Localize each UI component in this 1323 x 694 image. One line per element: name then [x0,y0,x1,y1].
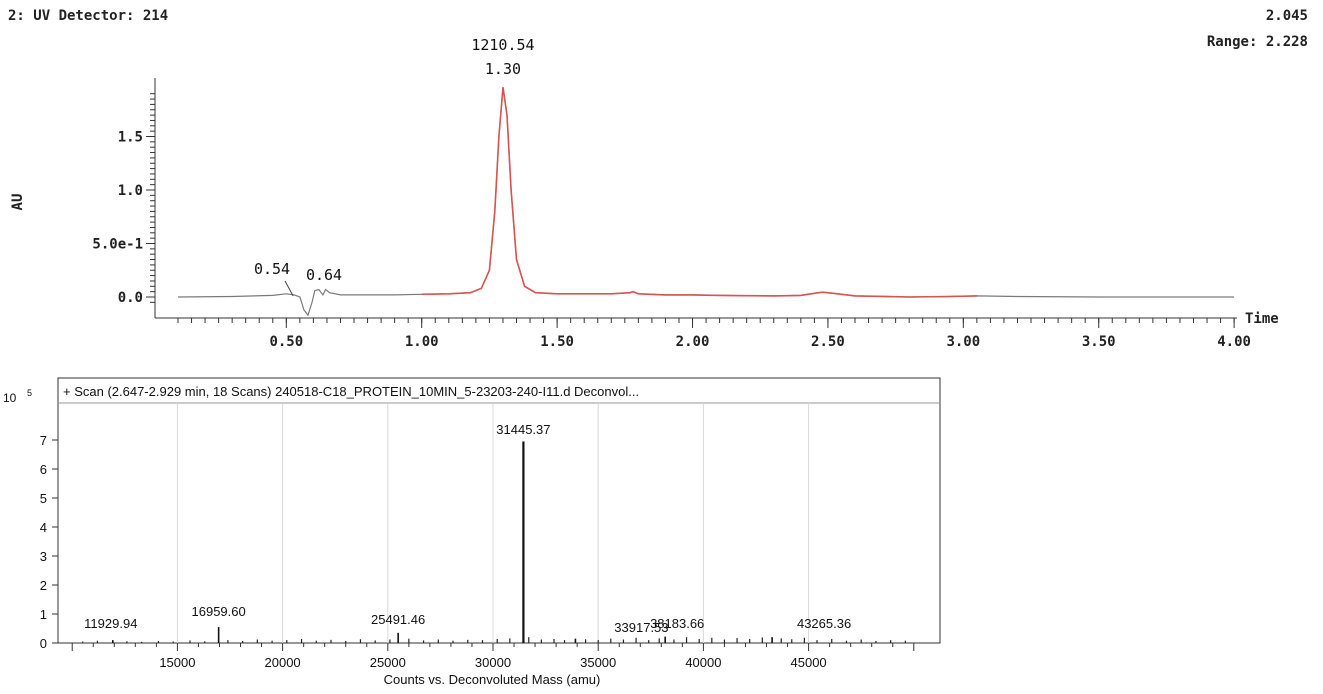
uv-trace [177,87,1235,317]
ms-x-axis-label: Counts vs. Deconvoluted Mass (amu) [384,672,601,687]
ms-plot-frame [57,377,941,644]
uv-x-tick-label: 1.00 [405,334,439,350]
uv-peak-label-time: 1.30 [485,60,521,78]
ms-gridlines [176,403,810,643]
uv-peak-label-leader [284,280,294,297]
uv-x-tick-label: 1.50 [540,334,574,350]
ms-peak-label: 33917.53 [614,620,668,635]
ms-x-ticks: 15000 20000 25000 30000 35000 40000 45000 [71,643,915,670]
ms-y-tick-label: 7 [40,433,47,448]
ms-x-tick-label: 20000 [265,655,301,670]
uv-minor-ticks [150,93,1235,323]
uv-chromatogram-panel: 2: UV Detector: 214 2.045 Range: 2.228 A… [8,8,1308,350]
ms-peak-label: 38183.66 [650,616,704,631]
ms-x-tick-label: 45000 [791,655,827,670]
ms-y-tick-label: 1 [40,607,47,622]
uv-peak-label-time: 0.54 [254,260,290,278]
ms-peak-label: 31445.37 [496,422,550,437]
uv-y-tick-label: 1.0 [118,183,143,199]
ms-y-ticks: 0 1 2 3 4 5 6 7 [40,433,58,651]
uv-y-tick-label: 5.0e-1 [92,237,143,253]
ms-y-tick-label: 2 [40,578,47,593]
ms-y-tick-label: 6 [40,462,47,477]
mass-spectrum-panel: + Scan (2.647-2.929 min, 18 Scans) 24051… [3,377,941,687]
ms-peak-label: 11929.94 [84,616,137,631]
uv-peak-label-time: 0.64 [306,266,342,284]
ms-y-tick-label: 5 [40,491,47,506]
ms-exponent-power: 5 [27,388,32,398]
uv-x-tick-label: 3.00 [946,334,980,350]
ms-noise-sticks [82,637,906,643]
uv-max-value: 2.045 [1266,8,1308,24]
ms-y-tick-label: 4 [40,520,47,535]
ms-peak-label: 16959.60 [192,604,246,619]
uv-y-axis-label: AU [10,194,26,211]
uv-detector-title: 2: UV Detector: 214 [8,8,168,24]
uv-peak-annotations: 1210.54 1.30 0.54 0.64 [254,36,535,297]
uv-peak-label-area: 1210.54 [471,36,534,54]
ms-peak-label: 25491.46 [371,612,425,627]
ms-peak-label: 43265.36 [797,616,851,631]
ms-scan-title: + Scan (2.647-2.929 min, 18 Scans) 24051… [63,384,639,399]
uv-x-tick-label: 4.00 [1217,334,1251,350]
uv-x-tick-label: 3.50 [1082,334,1116,350]
uv-x-tick-label: 0.50 [269,334,303,350]
uv-y-tick-label: 1.5 [118,130,143,146]
uv-x-axis-label: Time [1245,311,1279,327]
ms-x-tick-label: 35000 [580,655,616,670]
ms-peaks: 11929.94 16959.60 25491.46 31445.37 33917.53… [84,422,851,643]
uv-x-tick-label: 2.50 [811,334,845,350]
uv-range-label: Range: 2.228 [1207,34,1308,50]
uv-x-ticks: 0.50 1.00 1.50 2.00 2.50 3.00 3.50 4.00 [269,318,1251,350]
uv-x-tick-label: 2.00 [676,334,710,350]
ms-x-tick-label: 40000 [685,655,721,670]
ms-x-tick-label: 25000 [370,655,406,670]
uv-trace-integrated-region [421,87,977,298]
uv-y-ticks: 0.0 5.0e-1 1.0 1.5 [92,130,155,306]
ms-y-tick-label: 0 [40,636,47,651]
uv-y-tick-label: 0.0 [118,290,143,306]
ms-exponent-base: 10 [3,391,17,405]
ms-y-tick-label: 3 [40,549,47,564]
ms-x-tick-label: 15000 [159,655,195,670]
ms-x-tick-label: 30000 [475,655,511,670]
